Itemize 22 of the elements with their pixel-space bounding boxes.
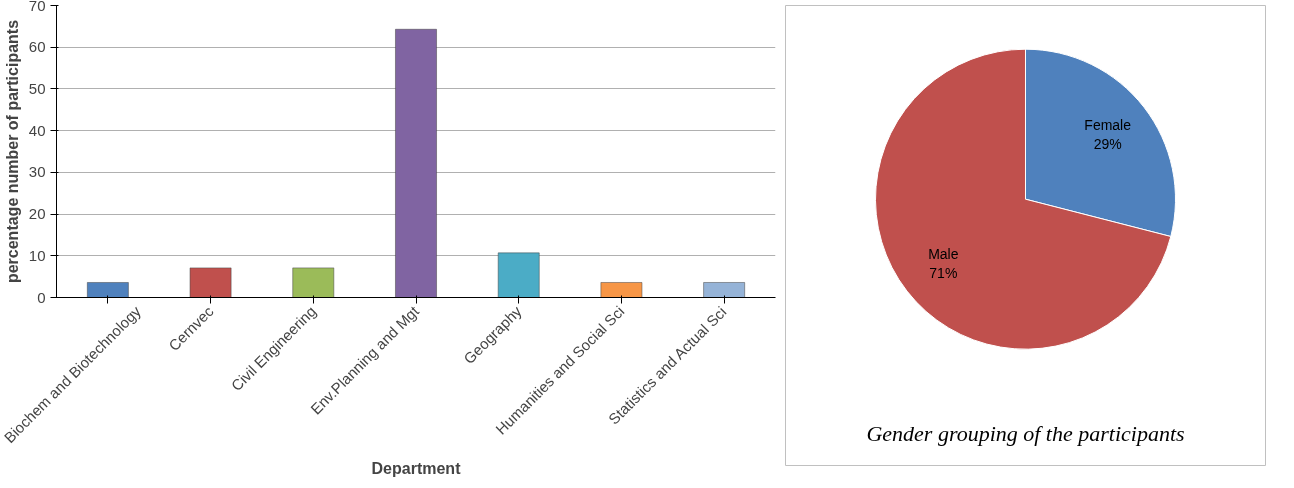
bar — [600, 282, 643, 298]
slice-label: Female — [1084, 117, 1132, 134]
bar — [497, 252, 540, 298]
y-tick-label: 60 — [28, 38, 46, 56]
y-tick-label: 0 — [37, 288, 46, 306]
y-tick-label: 20 — [28, 205, 46, 223]
y-tick-label: 10 — [28, 246, 46, 264]
text: Gender grouping of the participants — [866, 420, 1185, 446]
data-label: 29% — [1093, 136, 1122, 153]
bar — [189, 267, 232, 298]
bar — [703, 282, 745, 298]
x-axis-title: Department — [371, 460, 462, 478]
y-axis-title: percentage number of participants — [3, 19, 21, 284]
bar — [292, 267, 335, 298]
bar — [395, 29, 437, 298]
bar — [87, 282, 129, 298]
y-tick-label: 50 — [28, 79, 46, 97]
y-tick-label: 30 — [28, 163, 46, 181]
y-tick-label: 70 — [28, 0, 46, 14]
y-tick-label: 40 — [28, 121, 46, 139]
slice-label: Male — [928, 245, 959, 262]
data-label: 71% — [929, 265, 958, 282]
